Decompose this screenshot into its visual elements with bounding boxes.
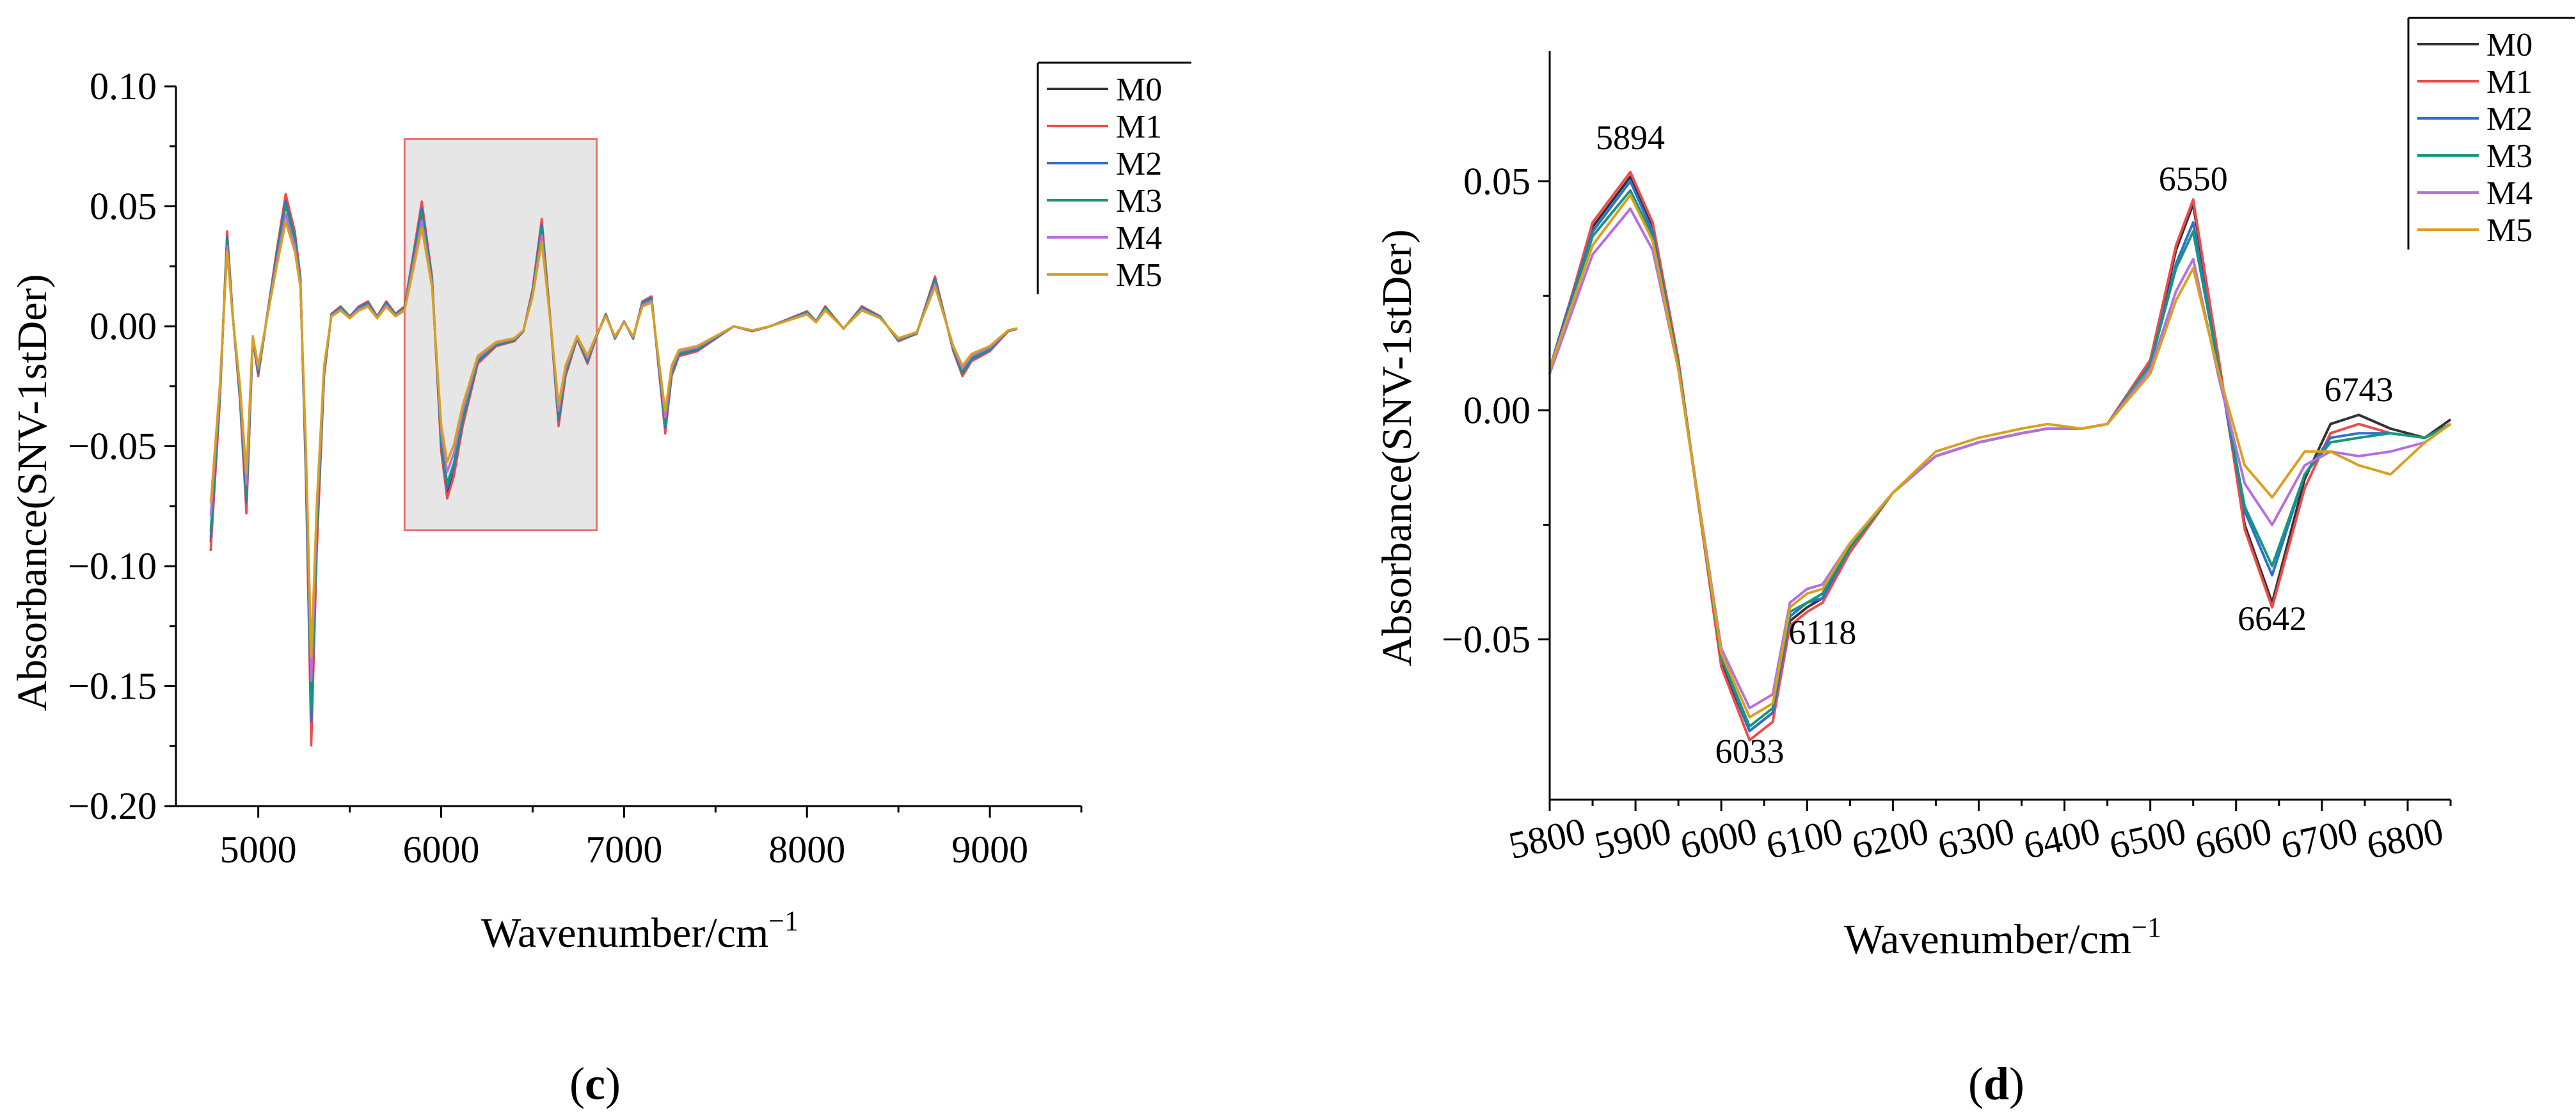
y-axis-title-d: Absorbance(SNV-1stDer) (1374, 229, 1420, 666)
x-tick-label: 8000 (768, 828, 845, 871)
peak-annotations-d: 5894 6033 6118 6550 6642 6743 (1596, 118, 2393, 771)
y-tick-label: 0.00 (90, 305, 157, 347)
legend-label-m4: M4 (2486, 175, 2532, 212)
y-tick-label: −0.05 (1442, 618, 1530, 660)
y-tick-label: −0.20 (68, 785, 157, 827)
legend-label-m0: M0 (2486, 27, 2532, 63)
legend-label-m5: M5 (2486, 212, 2532, 249)
peak-label-6642: 6642 (2238, 599, 2307, 638)
x-axis-title-d: Wavenumber/cm−1 (1844, 912, 2161, 963)
peak-label-6033: 6033 (1715, 733, 1784, 771)
x-tick-label: 6000 (402, 828, 479, 871)
y-tick-label: 0.00 (1463, 389, 1530, 431)
axes-d (1538, 51, 2452, 811)
panel-c: −0.20 −0.15 −0.10 −0.05 0.00 0.05 0.10 5000 6000… (9, 61, 1191, 1109)
y-tick-label: −0.15 (68, 665, 157, 708)
series-lines-c (209, 193, 1018, 747)
legend-label-m3: M3 (1116, 183, 1162, 219)
legend-label-m0: M0 (1116, 72, 1162, 108)
y-tick-label: 0.05 (90, 186, 157, 228)
axes-c (164, 85, 1083, 818)
legend-label-m4: M4 (1116, 220, 1162, 257)
highlight-region (403, 138, 598, 532)
panel-label-d: (d) (1968, 1058, 2024, 1109)
legend-label-m5: M5 (1116, 257, 1162, 294)
legend-label-m1: M1 (2486, 64, 2532, 100)
legend-label-m2: M2 (2486, 101, 2532, 138)
y-tick-label: 0.10 (90, 65, 157, 107)
x-tick-label: 7000 (585, 828, 662, 871)
y-tick-label: −0.05 (68, 425, 157, 468)
legend-label-m1: M1 (1116, 109, 1162, 145)
series-line-m5 (209, 221, 1018, 658)
tick-labels-c: −0.20 −0.15 −0.10 −0.05 0.00 0.05 0.10 5000 6000… (68, 65, 1028, 871)
y-tick-label: −0.10 (68, 545, 157, 587)
y-axis-title-c: Absorbance(SNV-1stDer) (9, 274, 56, 711)
peak-label-6550: 6550 (2159, 160, 2228, 198)
legend-label-m3: M3 (2486, 138, 2532, 175)
x-tick-label: 5000 (220, 828, 297, 871)
x-tick-label: 9000 (951, 828, 1028, 871)
peak-label-6743: 6743 (2325, 370, 2394, 409)
series-lines-d (1548, 171, 2452, 741)
peak-label-6118: 6118 (1788, 614, 1856, 652)
peak-label-5894: 5894 (1596, 118, 1665, 157)
panel-label-c: (c) (569, 1058, 621, 1109)
series-line-m5 (1548, 193, 2452, 719)
y-tick-label: 0.05 (1463, 160, 1530, 202)
x-axis-title-c: Wavenumber/cm−1 (481, 905, 799, 956)
legend-label-m2: M2 (1116, 146, 1162, 182)
